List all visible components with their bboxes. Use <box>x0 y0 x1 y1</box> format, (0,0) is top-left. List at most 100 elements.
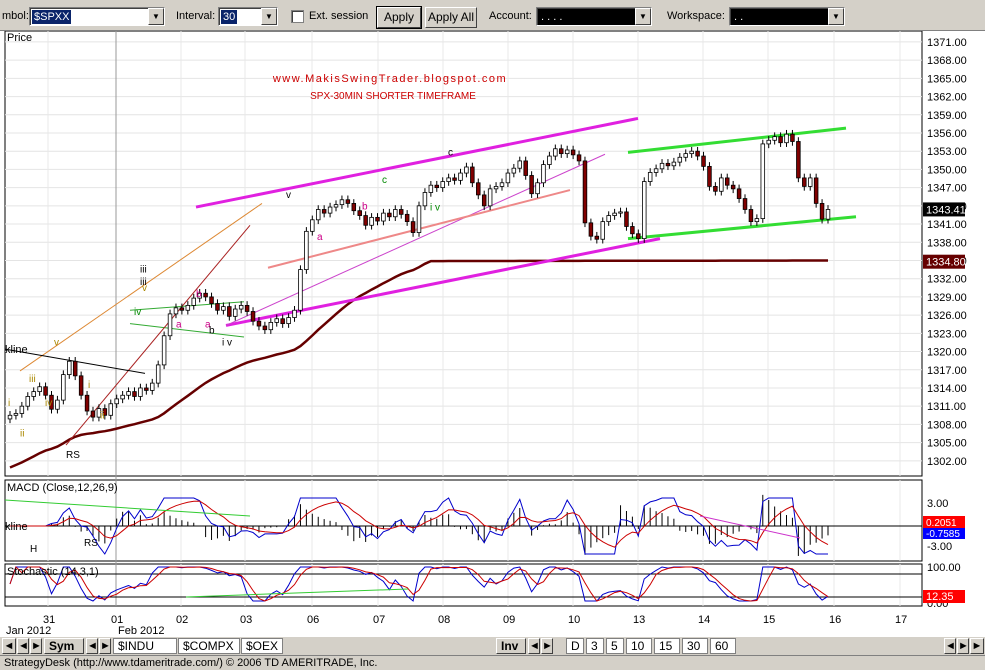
wave-label: b <box>196 289 202 300</box>
ext-session-checkbox[interactable] <box>291 10 304 23</box>
ext-session-label: Ext. session <box>309 10 369 22</box>
period-60[interactable]: 60 <box>710 638 736 654</box>
y-tick-label: 1356.00 <box>927 128 967 140</box>
candle-body <box>659 162 665 170</box>
candle-body <box>357 210 362 216</box>
wave-label: b <box>209 325 215 336</box>
symbol-combo[interactable]: $SPXX ▼ <box>29 7 165 26</box>
candle-body <box>481 194 487 207</box>
x-tick-label: 17 <box>895 614 907 626</box>
candle-body <box>61 374 66 401</box>
x-tick-label: 31 <box>43 614 55 626</box>
candle-body <box>630 226 635 235</box>
x-tick-label: 01 <box>111 614 123 626</box>
y-tick-label: 1326.00 <box>927 310 967 322</box>
candle-body <box>351 203 357 212</box>
apply-button[interactable]: Apply <box>376 6 422 29</box>
candle-body <box>72 360 78 377</box>
candle-body <box>665 162 671 167</box>
y-tick-label: 1323.00 <box>927 328 967 340</box>
period-3[interactable]: 3 <box>586 638 604 654</box>
stoch-value-box <box>923 590 965 603</box>
apply-all-button[interactable]: Apply All <box>425 7 477 28</box>
price-chart[interactable]: 1302.00 1305.00 1308.00 1311.00 1314.00 1317.… <box>0 30 985 637</box>
tab-oex[interactable]: $OEX <box>241 638 283 654</box>
candle-body <box>517 160 523 169</box>
period-30[interactable]: 30 <box>682 638 708 654</box>
workspace-combo[interactable]: . . ▼ <box>729 7 845 26</box>
candle-body <box>7 414 13 420</box>
candle-body <box>564 149 570 155</box>
tab-next-icon[interactable]: ► <box>99 638 111 654</box>
candle-body <box>404 213 410 223</box>
account-value[interactable]: . . . . <box>541 11 563 23</box>
tab-indu[interactable]: $INDU <box>113 638 177 654</box>
period-5[interactable]: 5 <box>606 638 624 654</box>
scroll-right-icon[interactable]: ► <box>957 638 969 654</box>
prev-icon[interactable]: ◄ <box>17 638 29 654</box>
candle-body <box>286 317 291 325</box>
last-price-label: 1343.41 <box>926 204 966 216</box>
candle-body <box>96 408 102 418</box>
stoch-tick-label: 100.00 <box>927 562 961 574</box>
period-d[interactable]: D <box>566 638 584 654</box>
next-icon[interactable]: ► <box>30 638 42 654</box>
timeframe-annotation: SPX-30MIN SHORTER TIMEFRAME <box>310 91 476 102</box>
last-page-icon[interactable]: ► <box>970 638 984 654</box>
tab-prev-icon[interactable]: ◄ <box>86 638 98 654</box>
chevron-down-icon[interactable]: ▼ <box>261 8 277 25</box>
y-tick-label: 1347.00 <box>927 183 967 195</box>
tab-compx[interactable]: $COMPX <box>178 638 240 654</box>
candle-body <box>90 410 96 418</box>
candle-body <box>238 305 244 310</box>
first-page-icon[interactable]: ◄ <box>2 638 16 654</box>
sym-button[interactable]: Sym <box>44 638 84 654</box>
candle-body <box>772 136 777 141</box>
y-tick-label: 1317.00 <box>927 365 967 377</box>
candle-body <box>576 154 582 162</box>
wave-label: c <box>382 175 387 186</box>
candle-body <box>108 403 114 416</box>
candle-body <box>624 211 629 227</box>
interval-combo[interactable]: 30 ▼ <box>218 7 278 26</box>
candle-body <box>345 199 351 204</box>
candle-body <box>144 387 149 391</box>
candle-body <box>807 177 813 187</box>
candle-body <box>760 143 766 219</box>
chevron-down-icon[interactable]: ▼ <box>148 8 164 25</box>
candle-body <box>778 136 783 144</box>
candle-body <box>802 177 807 187</box>
scroll-left-icon[interactable]: ◄ <box>944 638 956 654</box>
symbol-value[interactable]: $SPXX <box>32 10 72 24</box>
wave-label: RS <box>66 450 80 461</box>
wave-label: i <box>88 380 90 391</box>
last-price-box <box>923 202 965 217</box>
inv-button[interactable]: Inv <box>496 638 526 654</box>
chart-panel-3 <box>4 563 923 607</box>
wave-label: iii <box>140 265 147 276</box>
period-prev-icon[interactable]: ◄ <box>528 638 540 654</box>
candle-body <box>606 215 611 223</box>
workspace-value[interactable]: . . <box>734 11 744 23</box>
ma-value-box <box>923 254 965 269</box>
moving-average-line <box>9 259 828 469</box>
candle-body <box>191 297 196 306</box>
candle-body <box>78 375 84 396</box>
candle-body <box>244 305 250 312</box>
chevron-down-icon[interactable]: ▼ <box>828 8 844 25</box>
chevron-down-icon[interactable]: ▼ <box>635 8 651 25</box>
period-next-icon[interactable]: ► <box>541 638 553 654</box>
candle-body <box>499 182 505 187</box>
candle-body <box>67 360 72 376</box>
kline-label: kline <box>5 344 28 356</box>
wave-label: v <box>142 283 147 294</box>
y-tick-label: 1362.00 <box>927 92 967 104</box>
y-tick-label: 1305.00 <box>927 438 967 450</box>
period-10[interactable]: 10 <box>626 638 652 654</box>
period-15[interactable]: 15 <box>654 638 680 654</box>
wave-label: i v <box>222 337 232 348</box>
chart-area[interactable]: 1302.00 1305.00 1308.00 1311.00 1314.00 1317.… <box>0 30 985 637</box>
interval-value[interactable]: 30 <box>221 10 238 24</box>
x-tick-label: 09 <box>503 614 515 626</box>
account-combo[interactable]: . . . . ▼ <box>536 7 652 26</box>
